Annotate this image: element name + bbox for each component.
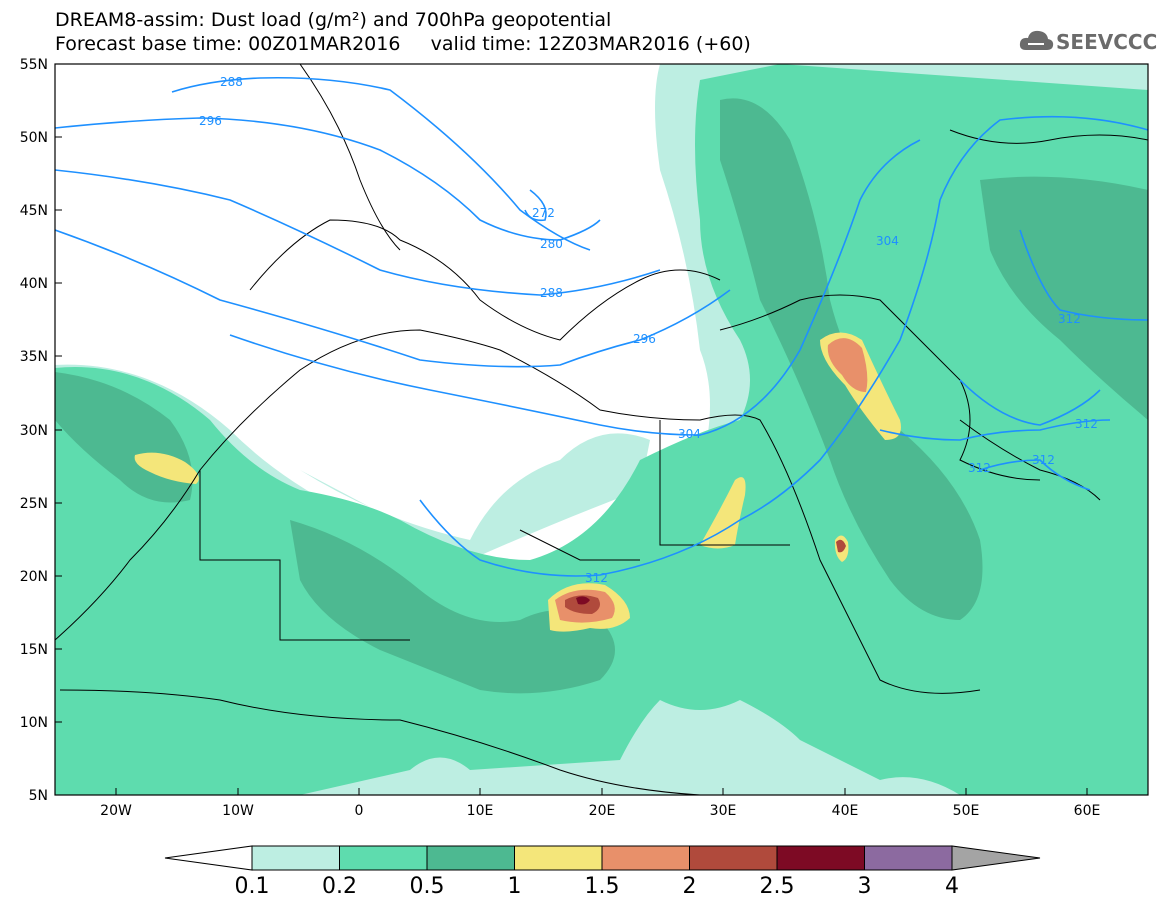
colorbar-label: 2.5 — [760, 874, 795, 899]
lon-tick-label: 10W — [222, 803, 254, 819]
lon-tick-label: 0 — [355, 803, 364, 819]
lat-tick-label: 55N — [20, 57, 48, 73]
seevccc-logo: SEEVCCC — [1018, 26, 1158, 56]
contour-label: 288 — [220, 75, 243, 89]
cloud-icon — [1019, 30, 1054, 50]
lon-tick-label: 50E — [953, 803, 980, 819]
contour-label: 296 — [633, 332, 656, 346]
lon-tick-label: 20E — [589, 803, 616, 819]
lon-tick-label: 20W — [100, 803, 132, 819]
lat-tick-label: 5N — [29, 788, 48, 804]
map-plot-area: 288 296 272 280 288 296 304 304 312 312 … — [55, 64, 1148, 795]
contour-label: 312 — [968, 461, 991, 475]
contour-label: 312 — [1032, 453, 1055, 467]
colorbar-max-arrow — [951, 845, 1041, 871]
lat-tick-label: 45N — [20, 203, 48, 219]
colorbar-label: 1 — [508, 874, 522, 899]
contour-label: 312 — [1075, 417, 1098, 431]
contour-labels: 288 296 272 280 288 296 304 304 312 312 … — [199, 75, 1098, 585]
coastlines-borders — [55, 64, 1148, 795]
chart-title: DREAM8-assim: Dust load (g/m²) and 700hP… — [55, 9, 612, 31]
contour-label: 304 — [876, 234, 899, 248]
colorbar-segment — [776, 845, 865, 871]
lat-tick-label: 40N — [20, 276, 48, 292]
contour-label: 312 — [585, 571, 608, 585]
lat-tick-label: 30N — [20, 423, 48, 439]
lat-axis: 55N 50N 45N 40N 35N 30N 25N 20N 15N 10N … — [20, 57, 62, 804]
contour-label: 288 — [540, 286, 563, 300]
colorbar-label: 3 — [858, 874, 872, 899]
contour-label: 280 — [540, 237, 563, 251]
dust-field-peak — [555, 338, 868, 623]
contour-label: 272 — [532, 206, 555, 220]
lat-tick-label: 25N — [20, 496, 48, 512]
colorbar-segment — [601, 845, 690, 871]
geopotential-contours — [55, 76, 1148, 577]
lat-tick-label: 35N — [20, 349, 48, 365]
chart-subtitle: Forecast base time: 00Z01MAR2016 valid t… — [55, 33, 751, 55]
colorbar-label: 0.2 — [322, 874, 357, 899]
colorbar: 0.1 0.2 0.5 1 1.5 2 2.5 3 4 — [164, 845, 1041, 899]
lat-tick-label: 15N — [20, 642, 48, 658]
colorbar-segment — [339, 845, 428, 871]
lon-tick-label: 40E — [832, 803, 859, 819]
colorbar-label: 4 — [945, 874, 959, 899]
contour-label: 312 — [1058, 312, 1081, 326]
logo-text: SEEVCCC — [1056, 30, 1158, 54]
lat-tick-label: 50N — [20, 130, 48, 146]
lon-tick-label: 60E — [1074, 803, 1101, 819]
contour-label: 304 — [678, 427, 701, 441]
colorbar-label: 0.5 — [410, 874, 445, 899]
lon-tick-label: 10E — [467, 803, 494, 819]
lon-tick-label: 30E — [710, 803, 737, 819]
colorbar-label: 2 — [683, 874, 697, 899]
colorbar-segment — [864, 845, 953, 871]
colorbar-segment — [251, 845, 340, 871]
lat-tick-label: 20N — [20, 569, 48, 585]
colorbar-segment — [514, 845, 603, 871]
colorbar-label: 1.5 — [585, 874, 620, 899]
contour-label: 296 — [199, 114, 222, 128]
lat-tick-label: 10N — [20, 715, 48, 731]
colorbar-segment — [426, 845, 515, 871]
colorbar-segment — [689, 845, 778, 871]
colorbar-label: 0.1 — [235, 874, 270, 899]
lon-axis: 20W 10W 0 10E 20E 30E 40E 50E 60E — [100, 788, 1100, 819]
colorbar-min-arrow — [164, 845, 253, 871]
